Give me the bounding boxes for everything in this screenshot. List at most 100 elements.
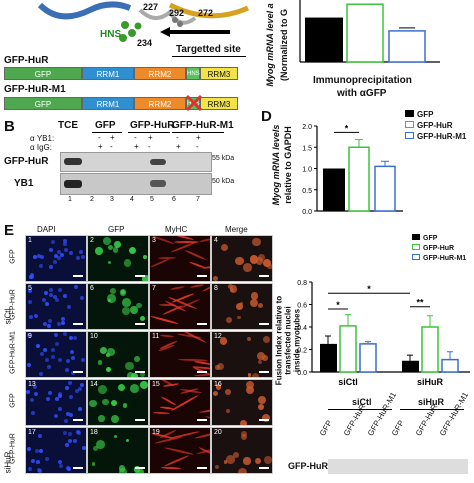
cell-dot [249,299,258,308]
y-tick-label: 1.0 [302,167,312,174]
panel-number: 9 [28,333,32,340]
cell-dot [232,452,239,459]
cell-dot [130,384,140,393]
cell-dot [143,255,147,259]
micrograph: 2 [87,235,149,282]
panel-number: 11 [152,333,160,340]
cell-dot [257,360,262,364]
micrograph: 11 [149,331,211,378]
micrograph: 15 [149,379,211,426]
targeted-site-underline [172,56,246,57]
cell-dot [63,419,68,424]
micrograph: 1 [25,235,87,282]
cell-dot [70,350,75,354]
cell-dot [98,415,105,422]
y-axis-label: (Normalized to G [279,9,289,82]
cell-dot [58,460,63,465]
cell-dot [69,250,74,255]
cell-dot [57,357,62,362]
cell-dot [214,464,219,470]
residue-label: 227 [143,2,159,12]
cell-dot [129,306,138,315]
band-label-yb1: YB1 [14,178,34,189]
lane-header: GFP-HuR [414,402,440,438]
lane-header: GFP [390,418,407,438]
yb1-row-label: α YB1: [30,134,55,143]
domain-rrm2: RRM2 [134,67,186,80]
cell-dot [68,413,73,418]
significance-mark: * [367,284,371,294]
cell-dot [32,384,37,389]
cell-dot [247,373,252,377]
y-tick-label: 0.6 [297,303,307,310]
cell-dot [39,371,44,376]
panel-number: 15 [152,381,160,388]
cell-dot [262,355,269,361]
lane-header: GFP-HuR-M1 [172,120,234,131]
panel-number: 6 [90,285,94,292]
panel-d: D GFP GFP-HuR GFP-HuR-M1 Myog mRNA level… [255,108,474,226]
cell-dot [64,385,69,390]
y-tick-label: 0.2 [297,348,307,355]
panel-number: 5 [28,285,32,292]
y-tick-label: 0.0 [302,209,312,216]
scale-bar [259,275,269,277]
cell-dot [99,346,108,355]
scale-bar [259,467,269,469]
cell-dot [53,254,58,259]
cell-dot [37,469,42,473]
cell-dot [42,348,47,353]
igg-sign: - [110,142,113,151]
cell-dot [45,301,50,306]
bar [388,30,426,63]
panel-number: 14 [90,381,98,388]
cell-dot [95,247,103,255]
bar [402,360,419,372]
cell-dot [114,241,121,248]
domain-gfp: GFP [4,67,82,80]
micrograph: 3 [149,235,211,282]
band [150,180,166,187]
cell-dot [53,333,58,338]
scale-bar [135,371,145,373]
structure-blue-loop [37,1,132,20]
cell-dot [97,360,103,365]
cell-dot [45,358,50,363]
cell-dot [66,358,71,363]
cell-dot [75,429,80,434]
cell-dot [64,442,69,447]
cell-dot [163,455,190,468]
cell-dot [249,255,259,264]
cell-dot [35,460,40,465]
mw-marker: 55 kDa [212,155,235,162]
cell-dot [33,392,38,397]
cell-dot [62,332,67,337]
scale-bar [73,419,83,421]
legend: GFP GFP-HuR GFP-HuR-M1 [412,234,474,264]
panel-letter: D [261,108,272,125]
micrograph: 14 [87,379,149,426]
lane-number: 4 [130,196,134,203]
panel-number: 17 [28,429,36,436]
panel-number: 12 [214,333,222,340]
cell-dot [239,301,244,306]
cell-dot [65,412,70,417]
cell-dot [199,406,210,413]
lane-number: 2 [90,196,94,203]
cell-dot [110,414,120,424]
cell-dot [126,439,130,443]
cell-dot [62,239,67,244]
panel-b: B TCE GFP GFP-HuR GFP-HuR-M1 α YB1: α Ig… [0,118,255,223]
cell-dot [81,445,86,450]
igg-sign: - [148,142,151,151]
bar [348,146,370,212]
cell-dot [160,466,182,470]
yb1-sign: + [148,133,153,142]
scale-bar [135,323,145,325]
cell-dot [150,315,179,326]
domain-rrm2: RRM2 [134,97,186,110]
cell-dot [109,287,117,295]
cell-dot [73,438,78,443]
cell-dot [140,381,148,389]
cell-dot [256,351,265,360]
